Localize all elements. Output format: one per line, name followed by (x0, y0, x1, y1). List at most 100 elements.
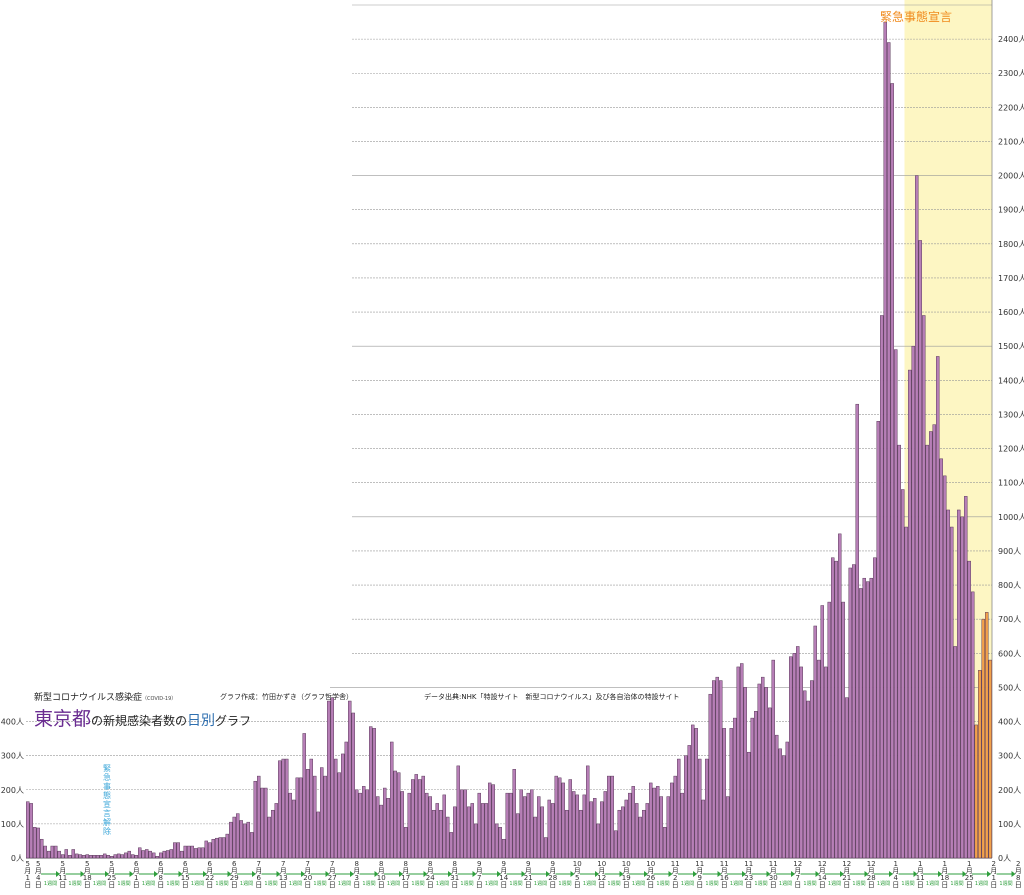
bar (803, 690, 807, 859)
bar (978, 670, 982, 859)
bar (453, 806, 457, 859)
week-label: 1週間 (338, 880, 351, 887)
bar (288, 792, 292, 859)
y-tick-label-right: 1400人 (998, 376, 1024, 385)
y-tick-label-right: 1500人 (998, 342, 1024, 351)
x-tick-label: 8 月 17 日 (401, 860, 410, 889)
bar (173, 842, 177, 859)
y-tick-label-right: 100人 (998, 820, 1021, 829)
week-label: 1週間 (803, 880, 816, 887)
bar (428, 796, 432, 859)
bar (239, 820, 243, 859)
bar (845, 697, 849, 859)
bar (596, 823, 600, 859)
bar (176, 842, 180, 859)
week-label: 1週間 (142, 880, 155, 887)
bar (957, 509, 961, 859)
bar (691, 724, 695, 859)
chart-author: グラフ作成：竹田かずき（グラフ哲学舎） (220, 693, 353, 701)
bar (348, 700, 352, 859)
bar (208, 842, 212, 859)
y-tick-label-right: 300人 (998, 752, 1021, 761)
bar (922, 315, 926, 859)
bar (806, 700, 810, 859)
bar (855, 403, 859, 859)
bar (75, 853, 79, 859)
bar (327, 700, 331, 859)
bar (810, 680, 814, 859)
bar (516, 813, 520, 859)
bar (789, 656, 793, 859)
week-arrow-head (129, 871, 134, 877)
bar (124, 852, 128, 859)
bar (330, 697, 334, 859)
bar (197, 847, 201, 859)
y-tick-label-right: 1300人 (998, 410, 1024, 419)
bar (852, 564, 856, 859)
week-label: 1週間 (705, 880, 718, 887)
week-label: 1週間 (68, 880, 81, 887)
week-label: 1週間 (362, 880, 375, 887)
week-label: 1週間 (950, 880, 963, 887)
bar (600, 801, 604, 859)
bar (229, 821, 233, 859)
bar (71, 849, 75, 859)
bar (390, 741, 394, 859)
bar (831, 557, 835, 859)
x-tick-label: 12 月 14 日 (818, 860, 827, 889)
week-label: 1週間 (191, 880, 204, 887)
week-arrow-head (595, 871, 599, 877)
week-label: 1週間 (387, 880, 400, 887)
bar (698, 758, 702, 859)
x-tick-label: 10 月 12 日 (597, 860, 606, 889)
week-label: 1週間 (485, 880, 498, 887)
y-tick-label-right: 2200人 (998, 103, 1024, 112)
bar (295, 777, 299, 859)
bar (659, 796, 663, 859)
bar (523, 796, 527, 859)
bar (470, 803, 474, 859)
week-label: 1週間 (877, 880, 890, 887)
week-arrow-head (717, 871, 722, 877)
bar (985, 612, 989, 859)
bar (253, 780, 257, 859)
bar (386, 798, 390, 859)
bar (78, 854, 82, 859)
bar (568, 779, 572, 859)
bar (85, 854, 89, 859)
bar (183, 845, 187, 859)
bar (344, 741, 348, 859)
bar (243, 823, 247, 859)
bar (47, 850, 51, 859)
bar (663, 827, 667, 859)
bar (421, 775, 425, 859)
bar (222, 837, 226, 859)
x-tick-label: 10 月 5 日 (573, 860, 582, 889)
week-label: 1週間 (411, 880, 424, 887)
week-label: 1週間 (828, 880, 841, 887)
bar (491, 784, 495, 859)
bar (54, 845, 58, 859)
bar (740, 663, 744, 859)
y-tick-label-right: 600人 (998, 649, 1021, 658)
week-label: 1週間 (852, 880, 865, 887)
bar (397, 772, 401, 859)
bar (526, 792, 530, 859)
bar (120, 854, 124, 859)
week-label: 1週間 (901, 880, 914, 887)
bar (509, 792, 513, 859)
x-tick-label: 12 月 7 日 (793, 860, 802, 889)
bar (64, 849, 68, 859)
bar (145, 849, 149, 859)
week-arrow-head (766, 871, 771, 877)
y-tick-label-right: 1600人 (998, 308, 1024, 317)
bar (677, 758, 681, 859)
bar (726, 796, 730, 859)
bar (880, 315, 884, 859)
week-label: 1週間 (264, 880, 277, 887)
bar (190, 845, 194, 859)
